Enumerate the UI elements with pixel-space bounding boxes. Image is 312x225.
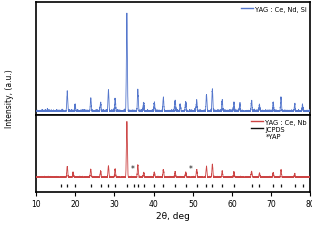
X-axis label: 2θ, deg: 2θ, deg <box>156 211 190 220</box>
Text: *: * <box>131 165 135 174</box>
Legend: YAG : Ce, Nb, JCPDS, *YAP: YAG : Ce, Nb, JCPDS, *YAP <box>250 118 309 140</box>
Legend: YAG : Ce, Nd, Si: YAG : Ce, Nd, Si <box>239 5 309 14</box>
Text: *: * <box>189 165 193 174</box>
Text: Intensity, (a.u.): Intensity, (a.u.) <box>5 69 14 127</box>
